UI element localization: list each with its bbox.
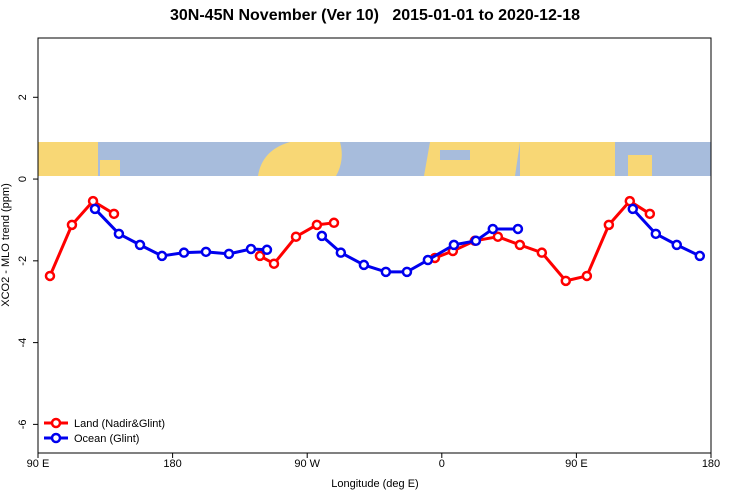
legend-label: Ocean (Glint) — [74, 433, 139, 445]
point — [512, 223, 524, 235]
point — [470, 235, 482, 247]
point — [671, 239, 683, 251]
point — [401, 266, 413, 278]
point — [178, 247, 190, 258]
x-axis-label: Longitude (deg E) — [331, 478, 418, 490]
series-line — [93, 207, 701, 274]
chart-title: 30N-45N November (Ver 10) 2015-01-01 to … — [170, 7, 580, 24]
x-tick-label: 90 E — [565, 458, 588, 470]
point — [245, 243, 257, 255]
point — [134, 239, 146, 251]
y-axis-label: XCO2 - MLO trend (ppm) — [0, 183, 12, 306]
point — [492, 231, 504, 242]
point — [627, 203, 639, 215]
legend-label: Land (Nadir&Glint) — [74, 418, 165, 430]
y-tick-label: -2 — [17, 256, 29, 266]
point — [422, 254, 434, 266]
x-tick-label: 90 E — [27, 458, 50, 470]
point — [536, 247, 548, 258]
x-tick-label: 90 W — [294, 458, 320, 470]
point — [694, 250, 706, 262]
y-tick-label: 0 — [17, 176, 29, 182]
point — [560, 275, 572, 287]
point — [254, 250, 266, 262]
point — [603, 219, 615, 231]
y-tick-label: -4 — [17, 338, 29, 348]
point — [487, 223, 499, 235]
point — [156, 250, 168, 262]
point — [223, 248, 235, 260]
x-tick-label: 180 — [163, 458, 181, 470]
y-tick-label: 2 — [17, 94, 29, 100]
point — [113, 228, 125, 240]
point — [380, 266, 392, 278]
point — [261, 244, 273, 256]
point — [200, 246, 212, 258]
point — [358, 259, 370, 271]
y-tick-label: -6 — [17, 419, 29, 429]
point — [581, 270, 593, 282]
point — [44, 270, 56, 282]
point — [108, 208, 120, 220]
x-tick-label: 0 — [439, 458, 445, 470]
point — [290, 231, 302, 242]
legend-marker — [50, 417, 62, 429]
point — [316, 230, 328, 242]
x-tick-label: 180 — [702, 458, 720, 470]
point — [335, 247, 347, 258]
point — [328, 217, 340, 229]
point — [311, 219, 323, 231]
legend-marker — [50, 432, 62, 444]
point — [514, 239, 526, 251]
point — [650, 228, 662, 240]
map-band — [38, 142, 711, 176]
point — [644, 208, 656, 220]
point — [448, 239, 460, 251]
plot-frame — [37, 37, 712, 454]
point — [89, 203, 101, 215]
point — [268, 258, 280, 269]
point — [66, 219, 78, 231]
